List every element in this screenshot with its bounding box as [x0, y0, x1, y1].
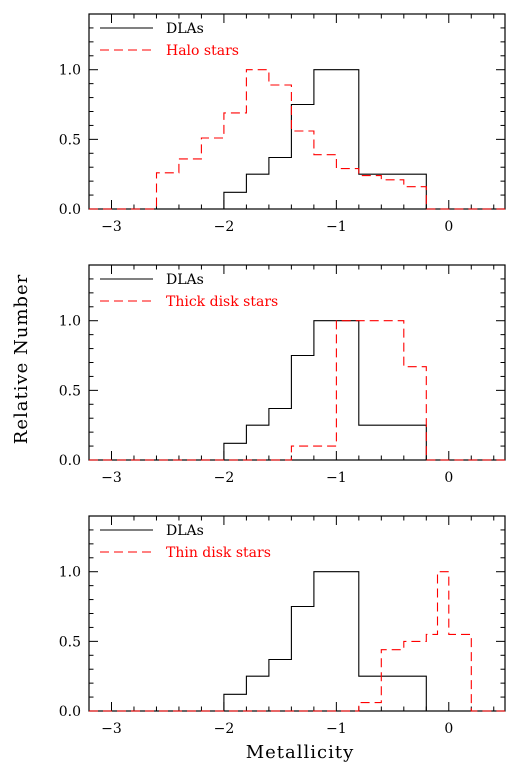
legend-label: DLAs	[166, 272, 204, 288]
series-line-dlas	[89, 320, 505, 461]
x-axis-title: Metallicity	[246, 742, 355, 763]
y-tick-label: 1.0	[59, 63, 81, 79]
y-tick-label: 0.5	[59, 132, 81, 148]
y-tick-label: 1.0	[59, 565, 81, 581]
series-line-thin-disk-stars	[89, 571, 505, 712]
x-tick-label: 0	[444, 721, 453, 737]
y-tick-label: 0.0	[59, 202, 81, 218]
panel-2: −3 −2 −1 0 0.0 0.5 1.0 DLAs Thick disk stars	[59, 264, 506, 486]
x-tick-label: −3	[101, 219, 122, 235]
x-tick-label: −2	[214, 470, 235, 486]
y-axis-title: Relative Number	[11, 274, 32, 444]
x-tick-label: −1	[326, 219, 347, 235]
legend-label: Halo stars	[166, 43, 239, 59]
y-tick-label: 0.0	[59, 704, 81, 720]
panel-3: −3 −2 −1 0 0.0 0.5 1.0 DLAs Thin disk stars	[59, 515, 506, 737]
x-tick-label: −2	[214, 219, 235, 235]
y-tick-label: 1.0	[59, 314, 81, 330]
legend-label: DLAs	[166, 21, 204, 37]
y-tick-label: 0.5	[59, 383, 81, 399]
y-tick-label: 0.0	[59, 453, 81, 469]
x-tick-label: −2	[214, 721, 235, 737]
series-line-thick-disk-stars	[89, 320, 505, 461]
series-line-dlas	[89, 69, 505, 210]
plot-frame	[88, 264, 506, 461]
x-tick-label: −3	[101, 721, 122, 737]
x-tick-label: −1	[326, 721, 347, 737]
series-line-dlas	[89, 571, 505, 712]
x-tick-label: −3	[101, 470, 122, 486]
plot-frame	[88, 515, 506, 712]
series-line-halo-stars	[89, 69, 505, 210]
panel-1: −3 −2 −1 0 0.0 0.5 1.0 DLAs Halo stars	[59, 13, 506, 235]
x-tick-label: 0	[444, 470, 453, 486]
legend-label: DLAs	[166, 523, 204, 539]
x-tick-label: 0	[444, 219, 453, 235]
legend-label: Thick disk stars	[166, 294, 278, 310]
x-tick-label: −1	[326, 470, 347, 486]
plot-frame	[88, 13, 506, 210]
y-tick-label: 0.5	[59, 634, 81, 650]
legend-label: Thin disk stars	[166, 545, 271, 561]
